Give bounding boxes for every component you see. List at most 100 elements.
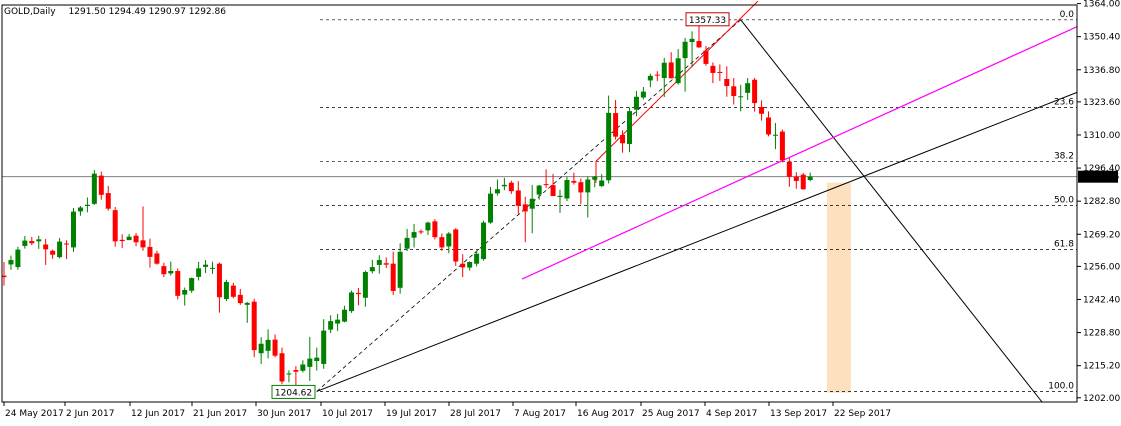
candle-body <box>300 364 306 371</box>
candle-body <box>50 250 56 255</box>
candle-body <box>536 185 542 195</box>
candle-body <box>529 198 535 209</box>
y-tick-label: 1256.00 <box>1083 262 1120 272</box>
plot-frame <box>1 4 1078 403</box>
fib-level-label: 23.6 <box>1054 97 1074 107</box>
x-tick-label: 13 Sep 2017 <box>770 409 827 419</box>
candle-body <box>682 41 688 59</box>
candle-body <box>272 339 278 356</box>
last-price-tag: 1292.86 <box>1078 170 1119 183</box>
candle-body <box>112 210 118 242</box>
candle-body <box>22 240 28 246</box>
candle-body <box>203 264 209 267</box>
candle-body <box>439 237 445 248</box>
candle-body <box>140 240 146 248</box>
candle-body <box>376 260 382 265</box>
x-tick-label: 2 Jun 2017 <box>66 409 114 419</box>
ohlc-readout: 1291.50 1294.49 1290.97 1292.86 <box>69 7 227 17</box>
candle-body <box>307 358 313 367</box>
candle-body <box>355 292 361 295</box>
candle-body <box>745 83 751 93</box>
candle-body <box>223 281 229 299</box>
candle-body <box>328 321 334 330</box>
candle-body <box>474 253 480 264</box>
candle-body <box>57 241 63 258</box>
candle-body <box>64 243 70 245</box>
tags-layer: 1204.62 1357.33 <box>271 12 730 399</box>
candle-body <box>543 184 549 186</box>
candle-body <box>237 294 243 304</box>
candle-body <box>286 373 292 375</box>
candle-body <box>793 176 799 181</box>
candle-body <box>425 222 431 231</box>
candle-body <box>724 79 730 87</box>
candle-body <box>43 244 49 250</box>
candle-body <box>314 357 320 362</box>
y-tick-label: 1215.20 <box>1083 362 1120 372</box>
channel-line <box>521 26 1078 280</box>
candle-body <box>91 173 97 204</box>
candle-body <box>515 190 521 206</box>
candle-body <box>279 353 285 382</box>
fib-levels-layer: 0.0 23.6 38.2 50.0 61.8 100.0 <box>2 10 1077 392</box>
candle-body <box>362 271 368 298</box>
candle-body <box>668 62 674 79</box>
candle-body <box>418 231 424 233</box>
symbol-label: GOLD,Daily <box>4 7 56 17</box>
y-tick-label: 1202.00 <box>1083 394 1120 404</box>
candle-body <box>98 175 104 195</box>
candle-body <box>126 236 132 241</box>
candle-body <box>369 267 375 272</box>
candle-body <box>467 261 473 268</box>
candle-body <box>578 182 584 193</box>
candle-body <box>689 38 695 43</box>
candle-body <box>147 246 153 257</box>
fib-level-label: 61.8 <box>1054 240 1074 250</box>
candle-body <box>453 229 459 262</box>
candle-body <box>293 370 299 372</box>
candle-body <box>585 179 591 193</box>
candle-body <box>738 96 744 98</box>
candle-body <box>661 62 667 79</box>
candle-body <box>175 271 181 296</box>
candle-body <box>383 263 389 265</box>
candle-body <box>703 50 709 64</box>
y-tick-label: 1336.80 <box>1083 66 1120 76</box>
candle-body <box>321 330 327 364</box>
candle-body <box>752 79 758 104</box>
candle-body <box>731 86 737 97</box>
candle-body <box>508 182 514 192</box>
candle-body <box>606 112 612 181</box>
candle-body <box>216 263 222 298</box>
candle-body <box>481 222 487 260</box>
y-tick-label: 1269.20 <box>1083 230 1120 240</box>
candle-body <box>772 134 778 136</box>
candle-body <box>196 268 202 277</box>
candle-body <box>8 260 14 265</box>
fib-level-label: 0.0 <box>1060 10 1075 20</box>
candle-body <box>71 211 76 248</box>
candle-body <box>564 179 570 199</box>
candle-body <box>501 184 507 187</box>
trend-lines-layer <box>316 0 1078 403</box>
last-price-box <box>1078 170 1118 183</box>
candle-body <box>105 193 111 209</box>
candle-body <box>675 58 681 84</box>
candle-body <box>119 239 125 242</box>
candle-body <box>446 233 452 247</box>
candle-body <box>397 251 403 288</box>
candle-body <box>342 309 348 322</box>
chart-title: GOLD,Daily 1291.50 1294.49 1290.97 1292.… <box>4 7 226 17</box>
candle-body <box>390 263 396 291</box>
candle-body <box>265 339 271 351</box>
candle-body <box>494 189 500 194</box>
candle-body <box>404 237 410 249</box>
swing-high-label: 1357.33 <box>689 16 726 26</box>
candle-body <box>258 343 264 354</box>
highlight-zone-layer <box>827 182 851 393</box>
y-tick-label: 1296.40 <box>1083 164 1120 174</box>
candle-body <box>633 96 639 110</box>
x-tick-label: 21 Jun 2017 <box>193 409 247 419</box>
x-tick-label: 30 Jun 2017 <box>257 409 311 419</box>
